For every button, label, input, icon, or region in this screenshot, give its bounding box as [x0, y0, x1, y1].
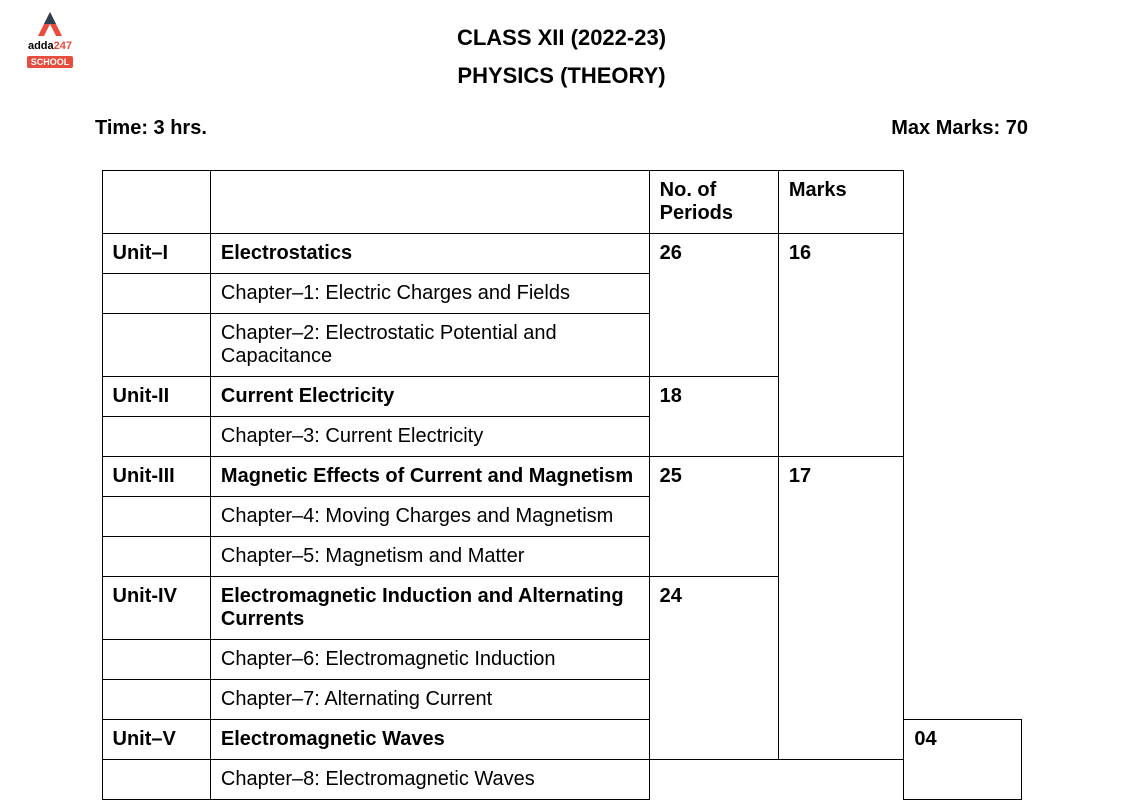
- header-topic-col: [210, 171, 649, 234]
- unit-title: Magnetic Effects of Current and Magnetis…: [210, 457, 649, 497]
- unit-label-empty: [102, 314, 210, 377]
- logo-school-badge: SCHOOL: [27, 56, 74, 68]
- unit-title: Electromagnetic Waves: [210, 720, 649, 760]
- table-row: Unit-III Magnetic Effects of Current and…: [102, 457, 1021, 497]
- periods-cell: 18: [649, 377, 778, 457]
- table-row: Chapter–8: Electromagnetic Waves: [102, 760, 1021, 800]
- logo-brand-prefix: adda: [28, 40, 54, 52]
- max-marks-label: Max Marks: 70: [891, 117, 1028, 140]
- chapter-cell: Chapter–8: Electromagnetic Waves: [210, 760, 649, 800]
- chapter-cell: Chapter–1: Electric Charges and Fields: [210, 274, 649, 314]
- title-block: CLASS XII (2022-23) PHYSICS (THEORY): [90, 25, 1033, 89]
- periods-cell: 04: [904, 720, 1021, 800]
- logo-mark-icon: [34, 10, 66, 38]
- meta-row: Time: 3 hrs. Max Marks: 70: [90, 117, 1033, 140]
- chapter-cell: Chapter–7: Alternating Current: [210, 680, 649, 720]
- unit-label: Unit-III: [102, 457, 210, 497]
- unit-title: Electrostatics: [210, 234, 649, 274]
- logo-brand-suffix: 247: [54, 40, 72, 52]
- chapter-cell: Chapter–3: Current Electricity: [210, 417, 649, 457]
- header-unit-col: [102, 171, 210, 234]
- logo-brand-text: adda247: [20, 40, 80, 52]
- unit-label-empty: [102, 680, 210, 720]
- unit-label-empty: [102, 497, 210, 537]
- document-content: CLASS XII (2022-23) PHYSICS (THEORY) Tim…: [0, 0, 1123, 800]
- marks-cell: 17: [778, 457, 904, 760]
- unit-label: Unit-IV: [102, 577, 210, 640]
- unit-label: Unit-II: [102, 377, 210, 417]
- chapter-cell: Chapter–5: Magnetism and Matter: [210, 537, 649, 577]
- table-row: Unit–I Electrostatics 26 16: [102, 234, 1021, 274]
- periods-cell: 25: [649, 457, 778, 577]
- header-marks-col: Marks: [778, 171, 904, 234]
- unit-label: Unit–V: [102, 720, 210, 760]
- periods-cell: 24: [649, 577, 778, 760]
- periods-cell: 26: [649, 234, 778, 377]
- chapter-cell: Chapter–6: Electromagnetic Induction: [210, 640, 649, 680]
- unit-label-empty: [102, 417, 210, 457]
- subject-title: PHYSICS (THEORY): [90, 63, 1033, 89]
- syllabus-table: No. of Periods Marks Unit–I Electrostati…: [102, 170, 1022, 800]
- unit-title: Electromagnetic Induction and Alternatin…: [210, 577, 649, 640]
- header-periods-col: No. of Periods: [649, 171, 778, 234]
- brand-logo: adda247 SCHOOL: [20, 10, 80, 70]
- unit-label-empty: [102, 640, 210, 680]
- unit-label: Unit–I: [102, 234, 210, 274]
- unit-title: Current Electricity: [210, 377, 649, 417]
- class-title: CLASS XII (2022-23): [90, 25, 1033, 51]
- unit-label-empty: [102, 274, 210, 314]
- table-header-row: No. of Periods Marks: [102, 171, 1021, 234]
- unit-label-empty: [102, 537, 210, 577]
- unit-label-empty: [102, 760, 210, 800]
- chapter-cell: Chapter–2: Electrostatic Potential and C…: [210, 314, 649, 377]
- time-label: Time: 3 hrs.: [95, 117, 207, 140]
- marks-cell: 16: [778, 234, 904, 457]
- chapter-cell: Chapter–4: Moving Charges and Magnetism: [210, 497, 649, 537]
